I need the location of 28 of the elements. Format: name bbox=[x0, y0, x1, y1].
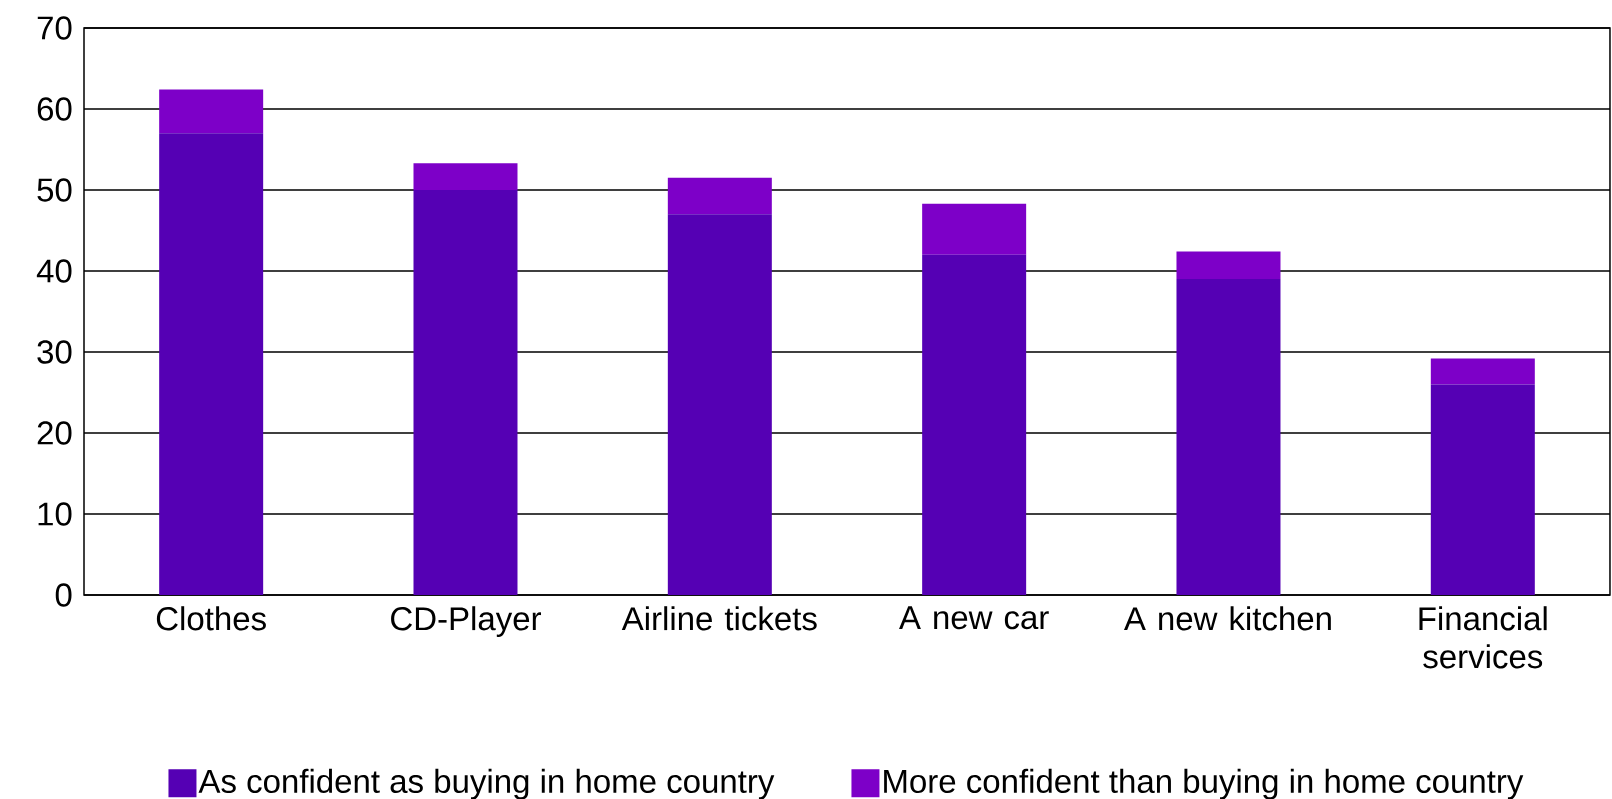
bar bbox=[922, 203, 1027, 255]
x-tick-label: Airline tickets bbox=[621, 606, 817, 631]
x-tick-label: Financial services bbox=[1419, 606, 1547, 669]
bar bbox=[159, 133, 264, 595]
bar bbox=[159, 89, 264, 134]
bar bbox=[922, 254, 1027, 595]
legend-label: As confident as buying in home country bbox=[198, 768, 775, 799]
y-tick-label: 50 bbox=[37, 178, 72, 202]
bar bbox=[1430, 358, 1535, 385]
y-tick-label: 70 bbox=[37, 16, 72, 40]
bar bbox=[667, 214, 772, 595]
legend-label: More confident than buying in home country bbox=[884, 768, 1524, 799]
bar bbox=[413, 190, 518, 595]
x-tick-label: Clothes bbox=[156, 606, 266, 631]
bar bbox=[1430, 384, 1535, 595]
x-tick-label: A new kitchen bbox=[1123, 606, 1331, 631]
y-tick-label: 20 bbox=[37, 421, 72, 445]
x-tick-label: A new car bbox=[899, 606, 1049, 630]
y-tick-label: 30 bbox=[37, 340, 72, 364]
bar bbox=[667, 177, 772, 215]
bar bbox=[1176, 251, 1281, 280]
y-tick-label: 40 bbox=[36, 259, 72, 283]
y-tick-label: 60 bbox=[37, 97, 72, 121]
y-tick-label: 0 bbox=[55, 583, 72, 607]
bar bbox=[413, 163, 518, 190]
x-tick-label: CD-Player bbox=[391, 606, 542, 637]
bar bbox=[1176, 279, 1281, 595]
y-tick-label: 10 bbox=[38, 502, 72, 526]
